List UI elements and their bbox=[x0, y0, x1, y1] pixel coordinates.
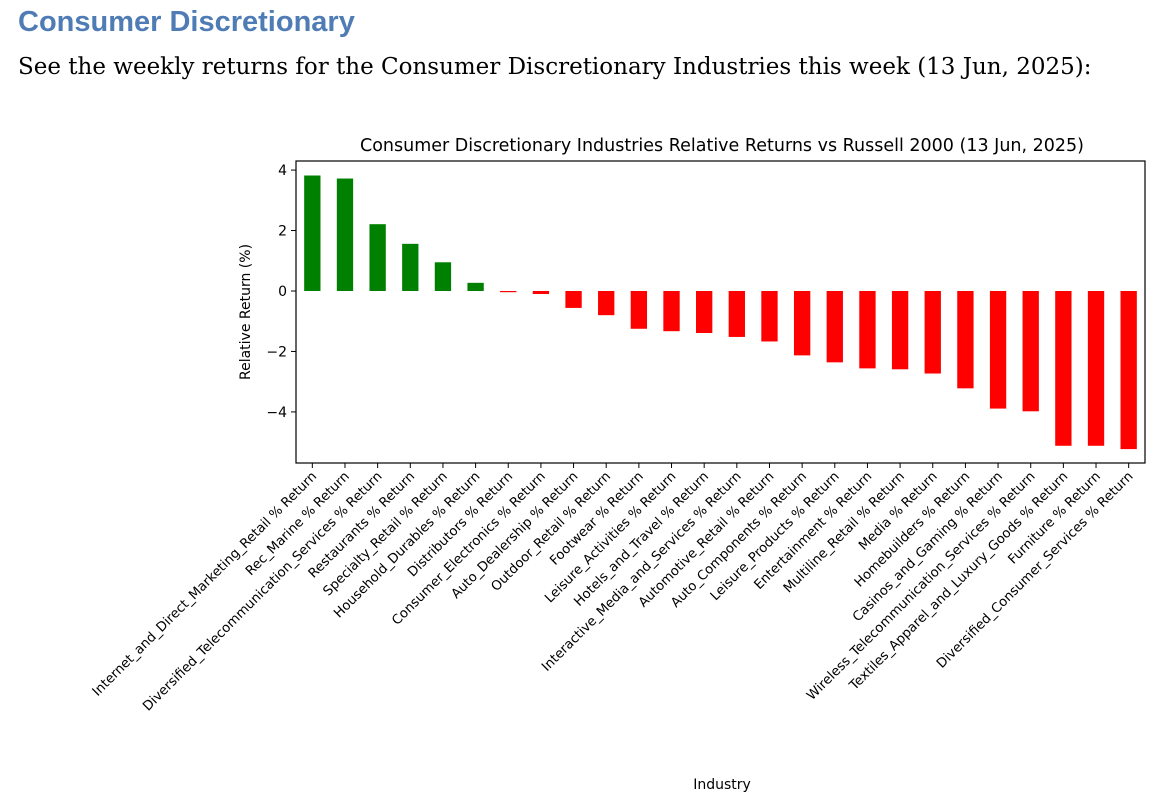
y-tick-label: −2 bbox=[266, 344, 287, 360]
bar bbox=[859, 290, 876, 369]
bar bbox=[989, 290, 1007, 409]
bar bbox=[402, 243, 419, 291]
x-tick-label: Internet_and_Direct_Marketing_Retail % R… bbox=[90, 469, 320, 699]
bar bbox=[1087, 290, 1105, 446]
bar bbox=[336, 178, 354, 291]
bar bbox=[1120, 290, 1137, 450]
bar bbox=[434, 262, 452, 291]
bar bbox=[1022, 290, 1039, 412]
bar bbox=[532, 290, 550, 295]
bar bbox=[957, 290, 974, 389]
y-tick-label: 2 bbox=[278, 224, 287, 240]
y-axis-label: Relative Return (%) bbox=[238, 244, 254, 380]
bar bbox=[891, 290, 909, 370]
bar bbox=[761, 290, 778, 342]
bar bbox=[369, 224, 386, 291]
x-tick-label: Diversified_Telecommunication_Services %… bbox=[140, 469, 385, 714]
section-heading: Consumer Discretionary bbox=[18, 6, 355, 38]
y-tick-label: 4 bbox=[278, 163, 287, 179]
y-tick-label: 0 bbox=[278, 284, 287, 300]
bar bbox=[793, 290, 811, 356]
bar bbox=[1055, 290, 1072, 446]
plot-frame bbox=[295, 160, 1146, 464]
bar bbox=[924, 290, 941, 374]
bar bbox=[598, 290, 615, 316]
bar bbox=[728, 290, 745, 337]
bar bbox=[500, 290, 517, 293]
bar bbox=[467, 282, 484, 291]
bar bbox=[663, 290, 680, 332]
bar bbox=[304, 175, 321, 291]
chart-title: Consumer Discretionary Industries Relati… bbox=[360, 136, 1084, 156]
bar bbox=[826, 290, 843, 363]
y-tick-label: −4 bbox=[266, 405, 287, 421]
bar bbox=[565, 290, 582, 308]
x-axis-label: Industry bbox=[693, 777, 751, 793]
bar bbox=[630, 290, 648, 329]
intro-paragraph: See the weekly returns for the Consumer … bbox=[18, 54, 1092, 80]
bar bbox=[696, 290, 713, 334]
